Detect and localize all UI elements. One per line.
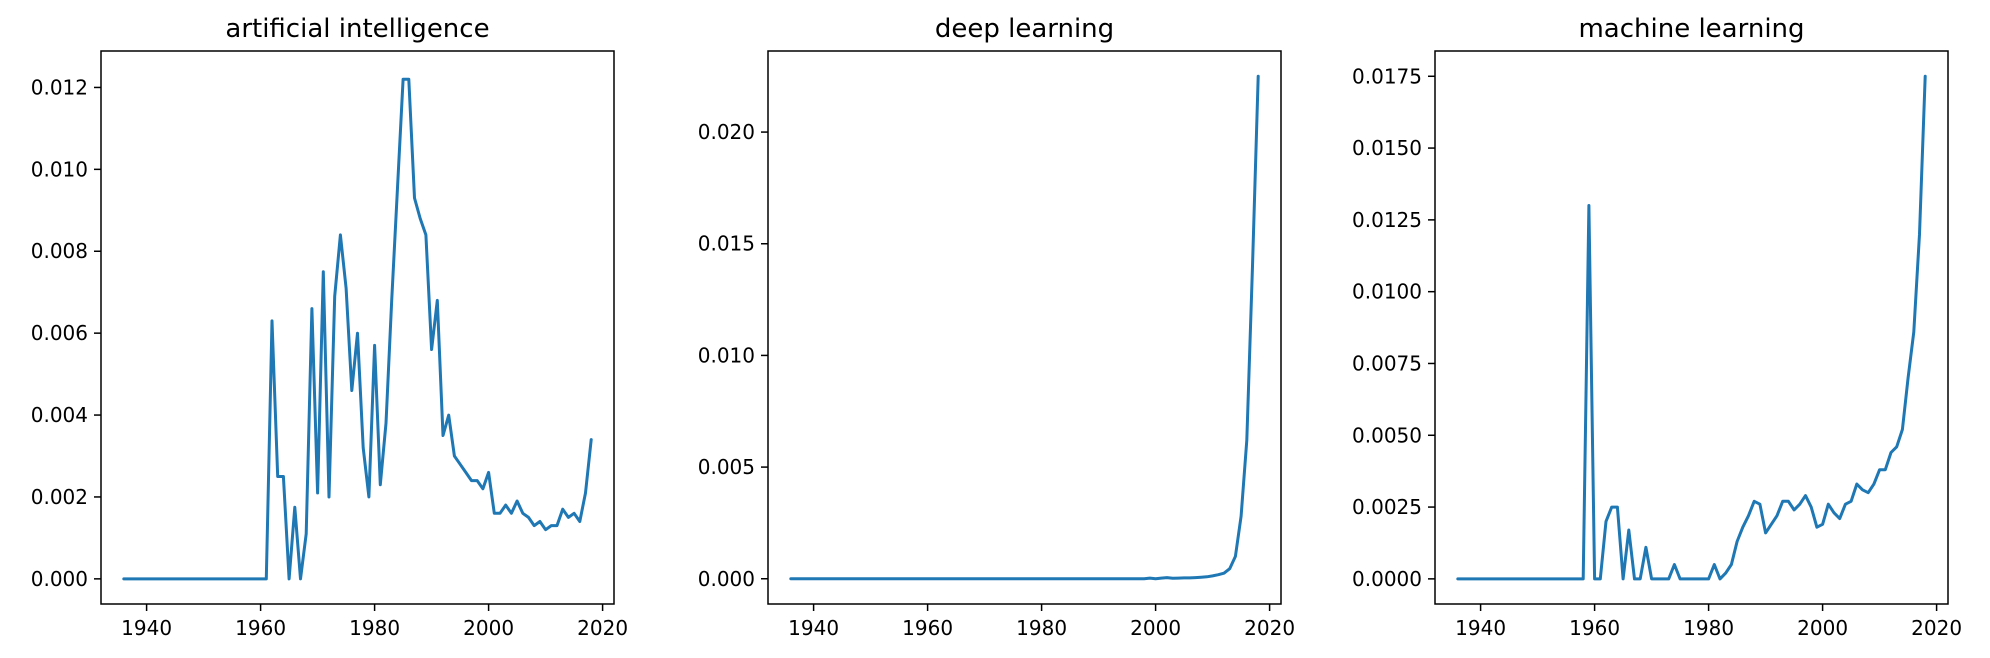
chart-title: machine learning	[1578, 14, 1804, 44]
subplot-deep-learning: deep learning 1940 1960 1980 2000 2020 0.000 0.…	[698, 14, 1295, 640]
x-tick-label: 1960	[902, 616, 953, 640]
series-line	[122, 77, 593, 581]
y-tick-label: 0.002	[31, 485, 88, 509]
y-tick-label: 0.005	[698, 455, 755, 479]
x-tick-label: 2000	[463, 616, 514, 640]
y-tick-label: 0.000	[698, 567, 755, 591]
x-tick-label: 1940	[788, 616, 839, 640]
y-tick-label: 0.020	[698, 120, 755, 144]
x-tick-label: 2020	[577, 616, 628, 640]
x-tick-label: 1980	[1683, 616, 1734, 640]
y-tick-label: 0.0125	[1352, 208, 1422, 232]
axes-frame	[100, 50, 615, 605]
x-tick-label: 1980	[349, 616, 400, 640]
y-tick-label: 0.006	[31, 321, 88, 345]
y-tick-label: 0.0150	[1352, 136, 1422, 160]
x-tick-label: 2000	[1130, 616, 1181, 640]
chart-title: artificial intelligence	[225, 14, 489, 44]
x-tick-label: 2000	[1797, 616, 1848, 640]
y-tick-label: 0.004	[31, 403, 88, 427]
x-tick-label: 2020	[1244, 616, 1295, 640]
x-tick-label: 1940	[1455, 616, 1506, 640]
axes-frame	[767, 50, 1282, 605]
x-tick-label: 1980	[1016, 616, 1067, 640]
subplot-artificial-intelligence: artificial intelligence 1940 1960 1980 2000 2…	[31, 14, 628, 640]
y-tick-label: 0.0075	[1352, 351, 1422, 375]
series-line	[1456, 74, 1927, 581]
series-line	[789, 74, 1260, 581]
y-tick-label: 0.008	[31, 239, 88, 263]
subplot-machine-learning: machine learning 1940 1960 1980 2000 2020 0.00…	[1352, 14, 1962, 640]
x-tick-label: 2020	[1911, 616, 1962, 640]
y-tick-label: 0.010	[698, 343, 755, 367]
y-tick-label: 0.012	[31, 75, 88, 99]
y-tick-label: 0.0000	[1352, 567, 1422, 591]
y-tick-label: 0.0175	[1352, 64, 1422, 88]
y-tick-label: 0.0025	[1352, 495, 1422, 519]
axes-frame	[1434, 50, 1949, 605]
y-tick-label: 0.015	[698, 232, 755, 256]
y-tick-label: 0.000	[31, 567, 88, 591]
chart-title: deep learning	[935, 14, 1114, 44]
y-tick-label: 0.0050	[1352, 423, 1422, 447]
x-tick-label: 1940	[121, 616, 172, 640]
x-tick-label: 1960	[235, 616, 286, 640]
y-tick-label: 0.0100	[1352, 280, 1422, 304]
y-tick-label: 0.010	[31, 157, 88, 181]
x-tick-label: 1960	[1569, 616, 1620, 640]
